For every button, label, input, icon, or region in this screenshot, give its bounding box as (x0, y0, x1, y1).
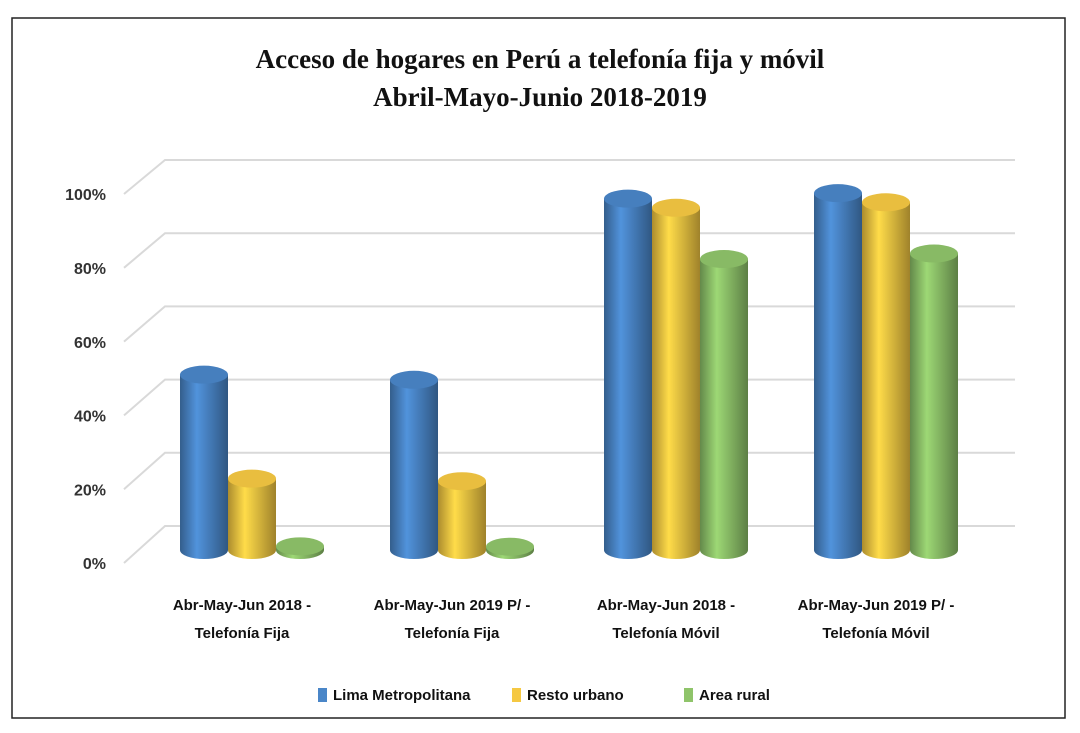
bar-body (180, 374, 228, 559)
chart-title: Acceso de hogares en Perú a telefonía fi… (256, 44, 825, 74)
bar-body (652, 207, 700, 560)
y-tick-label: 100% (65, 187, 106, 204)
bar (228, 469, 276, 559)
bar-top (180, 365, 228, 384)
y-tick-label: 80% (74, 261, 106, 278)
bar (180, 365, 228, 559)
x-tick-label: Telefonía Móvil (612, 625, 719, 642)
bar (604, 189, 652, 559)
bar-top (438, 472, 486, 491)
bar-body (390, 379, 438, 559)
bar-top (862, 193, 910, 212)
grid-line (123, 232, 1015, 269)
bar (486, 537, 534, 559)
bar-body (604, 198, 652, 559)
legend-swatch (318, 688, 327, 702)
y-tick-label: 60% (74, 335, 106, 352)
legend-label: Resto urbano (527, 687, 624, 704)
bar-body (700, 259, 748, 559)
bar (652, 198, 700, 560)
bar-body (910, 253, 958, 560)
bar-body (862, 202, 910, 560)
bar-top (700, 250, 748, 269)
x-tick-label: Abr-May-Jun 2018 - (597, 597, 735, 614)
bar-top (390, 370, 438, 389)
bar (390, 370, 438, 559)
legend-swatch (684, 688, 693, 702)
bar-top (486, 537, 534, 556)
bar-top (228, 469, 276, 488)
chart-subtitle: Abril-Mayo-Junio 2018-2019 (373, 82, 707, 112)
bar-body (228, 478, 276, 559)
x-tick-label: Telefonía Móvil (822, 625, 929, 642)
legend-swatch (512, 688, 521, 702)
bar-body (814, 193, 862, 559)
y-tick-label: 0% (83, 556, 106, 573)
grid-line (123, 159, 1015, 195)
x-tick-label: Telefonía Fija (195, 625, 290, 642)
bar-body (438, 481, 486, 559)
bar (862, 193, 910, 560)
bar-top (652, 198, 700, 217)
bar-top (276, 537, 324, 556)
x-tick-label: Abr-May-Jun 2019 P/ - (374, 597, 531, 614)
bar-top (910, 244, 958, 263)
bar (276, 537, 324, 559)
bar (814, 184, 862, 559)
bar (910, 244, 958, 560)
x-tick-label: Abr-May-Jun 2019 P/ - (798, 597, 955, 614)
bar-top (604, 189, 652, 208)
bar-top (814, 184, 862, 203)
legend-label: Lima Metropolitana (333, 687, 471, 704)
x-tick-label: Telefonía Fija (405, 625, 500, 642)
legend-label: Area rural (699, 687, 770, 704)
y-tick-label: 40% (74, 409, 106, 426)
x-tick-label: Abr-May-Jun 2018 - (173, 597, 311, 614)
bar (438, 472, 486, 559)
bar (700, 250, 748, 559)
y-tick-label: 20% (74, 482, 106, 499)
